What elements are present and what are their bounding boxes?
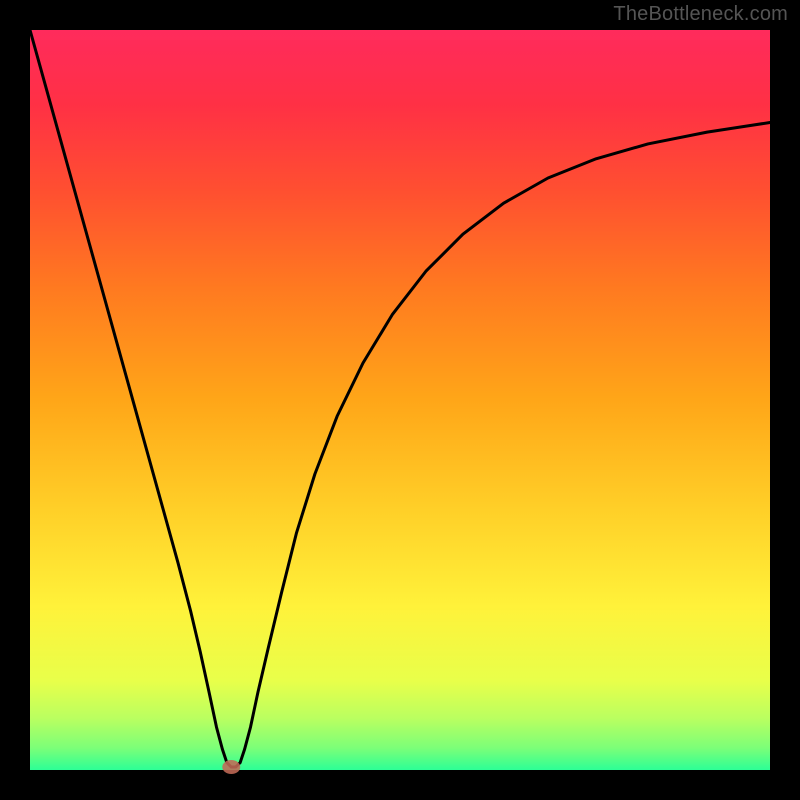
chart-container: TheBottleneck.com (0, 0, 800, 800)
bottleneck-chart (0, 0, 800, 800)
watermark-label: TheBottleneck.com (613, 3, 788, 26)
